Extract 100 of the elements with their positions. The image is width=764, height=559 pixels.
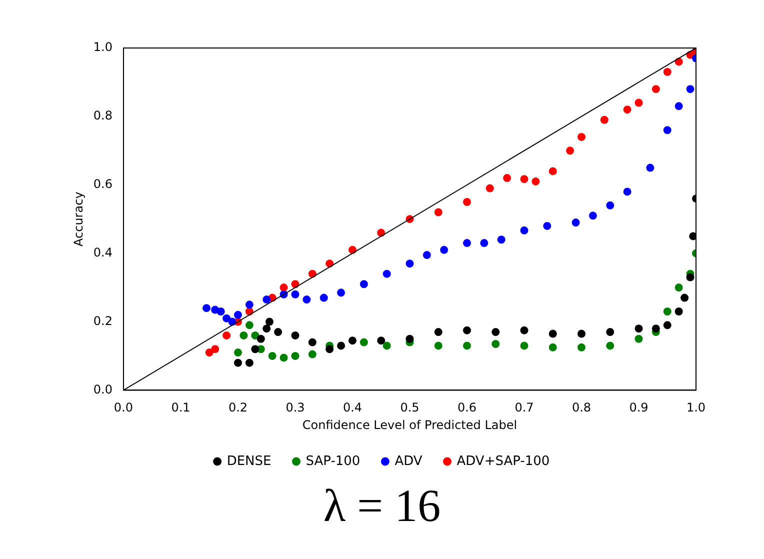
point [492,340,500,348]
point [291,331,300,340]
point [222,314,231,322]
point [689,232,696,240]
point [634,324,643,333]
point [262,324,271,333]
point [262,296,271,304]
point [382,342,391,350]
point [520,326,528,334]
point [588,212,597,220]
point [680,294,689,302]
point [360,338,368,346]
point [308,350,316,358]
point [256,334,265,343]
point [652,85,660,94]
point [577,343,586,352]
x-tick-label: 0.5 [400,400,420,415]
point [686,85,694,94]
point [234,310,242,319]
point [566,146,574,155]
point [234,348,242,357]
point [606,342,614,350]
point [497,236,506,244]
point [532,177,540,186]
point [503,174,512,182]
x-tick-label: 0.9 [629,400,648,415]
point [462,239,471,248]
point [486,184,494,192]
point [646,164,654,172]
y-tick-label: 0.6 [93,177,112,192]
point [663,307,672,316]
point [634,98,643,107]
point [623,188,632,196]
x-tick-label: 0.0 [114,400,134,415]
y-tick-label: 0.8 [93,108,112,123]
point [251,331,260,340]
point [245,300,254,309]
point [245,358,254,367]
x-tick-label: 0.4 [342,400,362,415]
y-tick-label: 0.0 [93,382,112,396]
point [652,324,660,333]
y-tick-label: 0.2 [93,314,112,328]
point [251,345,260,354]
point [406,334,414,343]
point [462,198,471,206]
point [548,343,557,352]
point [440,246,448,254]
legend-label: ADV+SAP-100 [456,454,550,469]
legend-label: DENSE [226,454,272,469]
y-tick-label: 1.0 [93,40,112,54]
x-tick-label: 0.3 [286,400,305,415]
point [382,270,391,278]
point [291,290,300,298]
x-tick-label: 0.6 [457,400,477,415]
point [520,226,528,234]
point [434,328,442,336]
legend-label: ADV [394,454,422,469]
point [634,334,643,343]
point [245,321,254,330]
text: λ = 16 [322,479,442,533]
point [280,284,288,292]
point [302,296,311,304]
point [434,208,442,216]
point [406,260,414,268]
point [320,294,328,302]
point [480,239,488,248]
point [216,307,225,316]
point [274,328,282,336]
x-tick-label: 0.2 [228,400,248,415]
legend-label: SAP-100 [306,454,360,469]
point [548,167,557,176]
point [337,288,346,297]
point [205,348,214,357]
point [202,304,210,312]
point [663,321,672,330]
point [291,352,300,360]
point [337,342,346,350]
point [377,336,386,345]
y-axis-title: Accuracy [71,192,86,246]
point [308,338,316,346]
point [663,68,672,76]
point [462,342,471,350]
point [240,331,248,340]
x-tick-label: 0.1 [171,400,190,415]
point [434,342,442,350]
point [422,251,431,260]
point [674,307,683,316]
point [222,331,231,340]
point [577,132,586,141]
point [360,280,368,288]
x-tick-label: 1.0 [686,400,706,415]
point [520,342,528,350]
point [543,222,552,230]
point [268,352,276,360]
point [606,328,614,336]
point [674,102,683,110]
point [686,273,694,282]
point [492,328,500,336]
x-tick-label: 0.8 [572,400,592,415]
point [623,106,632,114]
